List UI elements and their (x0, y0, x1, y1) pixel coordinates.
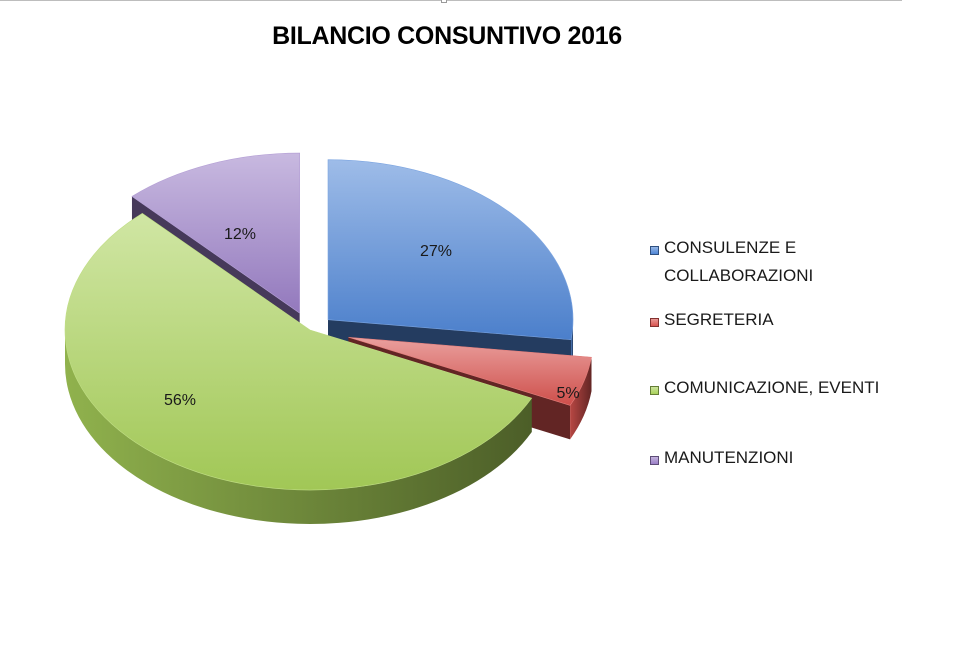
pie-slice (64, 213, 533, 524)
legend-label: CONSULENZE E COLLABORAZIONI (664, 238, 814, 285)
legend-item: SEGRETERIA (650, 310, 774, 334)
legend-swatch (650, 456, 659, 465)
legend-label: SEGRETERIA (664, 310, 774, 329)
legend-label: MANUTENZIONI (664, 448, 794, 467)
legend-swatch (650, 318, 659, 327)
legend-item: MANUTENZIONI (650, 448, 793, 472)
legend-swatch (650, 246, 659, 255)
data-label: 56% (164, 392, 196, 409)
legend-item: COMUNICAZIONE, EVENTI (650, 378, 879, 402)
data-label: 12% (224, 226, 256, 243)
legend-label: COMUNICAZIONE, EVENTI (664, 378, 880, 397)
data-label: 27% (420, 243, 452, 260)
data-label: 5% (556, 385, 579, 402)
legend-item: CONSULENZE E COLLABORAZIONI (650, 238, 813, 290)
top-border-line (0, 0, 902, 1)
resize-handle[interactable] (441, 0, 447, 3)
chart-title: BILANCIO CONSUNTIVO 2016 (272, 22, 622, 50)
legend-swatch (650, 386, 659, 395)
